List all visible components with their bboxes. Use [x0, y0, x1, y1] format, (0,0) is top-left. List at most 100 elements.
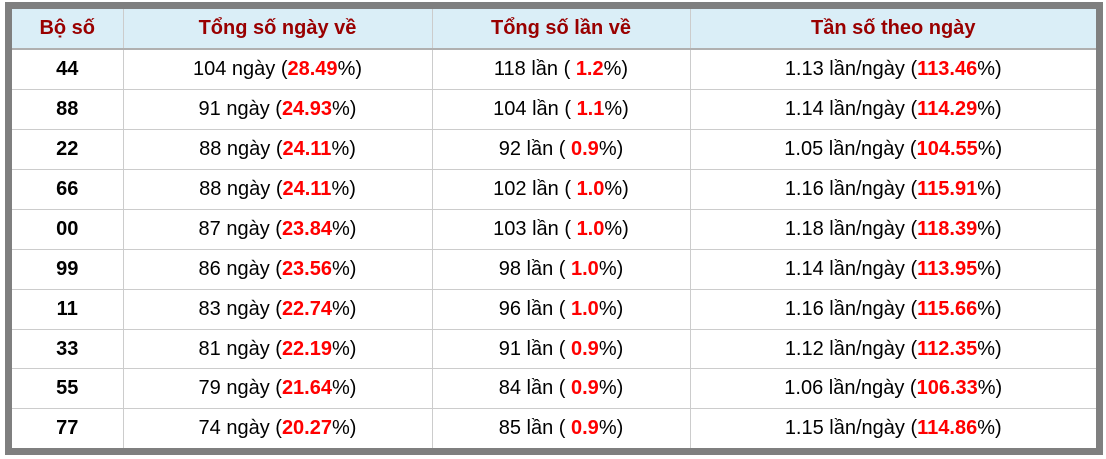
days-value: 104 ngày ( — [192, 58, 288, 81]
freq-suffix: %) — [977, 177, 1002, 200]
times-value: 84 lần ( — [498, 377, 571, 400]
days-percent: 22.74 — [281, 297, 332, 320]
freq-cell: 1.12 lần/ngày (112.35%) — [689, 328, 1096, 369]
days-percent: 22.19 — [281, 337, 332, 360]
table-row: 66 88 ngày (24.11%) 102 lần ( 1.0%) 1.16… — [12, 169, 1096, 210]
times-value: 85 lần ( — [498, 417, 571, 440]
days-value: 74 ngày ( — [198, 417, 282, 440]
times-cell: 92 lần ( 0.9%) — [431, 129, 690, 170]
times-suffix: %) — [604, 177, 629, 200]
pair-value: 44 — [56, 58, 79, 81]
days-value: 83 ngày ( — [198, 297, 282, 320]
col-header-pair: Bộ số — [12, 9, 123, 50]
pair-statistics-panel: Bộ số Tổng số ngày về Tổng số lần về Tần… — [5, 2, 1103, 455]
days-cell: 74 ngày (20.27%) — [122, 408, 432, 448]
pair-value: 11 — [56, 297, 78, 320]
pair-value: 55 — [56, 377, 79, 400]
freq-suffix: %) — [977, 297, 1002, 320]
pair-cell: 99 — [12, 248, 123, 290]
table-row: 00 87 ngày (23.84%) 103 lần ( 1.0%) 1.18… — [12, 208, 1096, 250]
times-percent: 0.9 — [571, 417, 599, 440]
table-row: 55 79 ngày (21.64%) 84 lần ( 0.9%) 1.06 … — [12, 368, 1096, 409]
times-suffix: %) — [604, 217, 629, 240]
times-percent: 1.0 — [571, 297, 599, 320]
col-header-freq: Tần số theo ngày — [689, 9, 1096, 50]
pair-cell: 44 — [12, 49, 123, 90]
pair-cell: 22 — [12, 129, 123, 170]
days-value: 87 ngày ( — [198, 217, 282, 240]
pair-cell: 66 — [12, 169, 123, 210]
pair-statistics-table: Bộ số Tổng số ngày về Tổng số lần về Tần… — [12, 9, 1096, 448]
days-cell: 91 ngày (24.93%) — [122, 89, 432, 130]
times-value: 98 lần ( — [498, 257, 571, 280]
pair-value: 77 — [56, 417, 79, 440]
table-header: Bộ số Tổng số ngày về Tổng số lần về Tần… — [12, 9, 1096, 50]
freq-suffix: %) — [977, 337, 1002, 360]
freq-value: 1.16 lần/ngày ( — [784, 297, 918, 320]
days-cell: 79 ngày (21.64%) — [122, 368, 432, 409]
freq-suffix: %) — [977, 58, 1002, 81]
times-suffix: %) — [598, 337, 624, 360]
freq-suffix: %) — [977, 138, 1003, 161]
days-percent: 24.11 — [282, 177, 332, 200]
pair-value: 66 — [56, 177, 79, 200]
table-row: 44 104 ngày (28.49%) 118 lần ( 1.2%) 1.1… — [12, 49, 1096, 90]
freq-value: 1.06 lần/ngày ( — [784, 377, 917, 400]
days-value: 88 ngày ( — [199, 138, 283, 161]
freq-percent: 114.29 — [917, 98, 978, 121]
freq-value: 1.12 lần/ngày ( — [784, 337, 918, 360]
times-suffix: %) — [598, 377, 624, 400]
freq-percent: 112.35 — [917, 337, 978, 360]
pair-value: 22 — [56, 138, 79, 161]
days-cell: 83 ngày (22.74%) — [122, 288, 432, 330]
times-value: 103 lần ( — [493, 217, 577, 240]
pair-value: 99 — [56, 257, 79, 280]
days-suffix: %) — [331, 138, 356, 161]
days-suffix: %) — [332, 417, 357, 440]
days-percent: 23.84 — [281, 217, 332, 240]
times-value: 96 lần ( — [498, 297, 571, 320]
times-value: 92 lần ( — [498, 138, 571, 161]
times-suffix: %) — [598, 138, 624, 161]
days-value: 79 ngày ( — [198, 377, 282, 400]
times-percent: 0.9 — [571, 377, 599, 400]
times-percent: 0.9 — [571, 337, 599, 360]
freq-percent: 114.86 — [917, 417, 978, 440]
freq-suffix: %) — [977, 98, 1002, 121]
freq-percent: 104.55 — [916, 138, 978, 161]
freq-percent: 106.33 — [916, 377, 978, 400]
days-cell: 87 ngày (23.84%) — [122, 208, 432, 250]
freq-value: 1.14 lần/ngày ( — [784, 257, 918, 280]
times-suffix: %) — [603, 58, 629, 81]
days-percent: 23.56 — [281, 257, 332, 280]
freq-cell: 1.14 lần/ngày (114.29%) — [689, 89, 1096, 130]
freq-suffix: %) — [977, 257, 1002, 280]
freq-cell: 1.16 lần/ngày (115.91%) — [689, 169, 1096, 210]
freq-suffix: %) — [977, 217, 1002, 240]
pair-cell: 88 — [12, 89, 123, 130]
times-cell: 104 lần ( 1.1%) — [431, 89, 690, 130]
freq-cell: 1.14 lần/ngày (113.95%) — [689, 248, 1096, 290]
days-suffix: %) — [332, 377, 357, 400]
days-cell: 81 ngày (22.19%) — [122, 328, 432, 369]
pair-cell: 33 — [12, 328, 123, 369]
days-suffix: %) — [332, 297, 357, 320]
freq-value: 1.18 lần/ngày ( — [784, 217, 918, 240]
times-cell: 103 lần ( 1.0%) — [431, 208, 690, 250]
days-percent: 20.27 — [281, 417, 332, 440]
freq-cell: 1.15 lần/ngày (114.86%) — [689, 408, 1096, 448]
table-row: 22 88 ngày (24.11%) 92 lần ( 0.9%) 1.05 … — [12, 129, 1096, 170]
times-suffix: %) — [598, 257, 624, 280]
days-cell: 88 ngày (24.11%) — [122, 169, 432, 210]
pair-cell: 77 — [12, 408, 123, 448]
table-row: 77 74 ngày (20.27%) 85 lần ( 0.9%) 1.15 … — [12, 408, 1096, 448]
table-row: 88 91 ngày (24.93%) 104 lần ( 1.1%) 1.14… — [12, 89, 1096, 130]
col-header-days: Tổng số ngày về — [122, 9, 432, 50]
days-cell: 86 ngày (23.56%) — [122, 248, 432, 290]
times-cell: 102 lần ( 1.0%) — [431, 169, 690, 210]
times-cell: 96 lần ( 1.0%) — [431, 288, 690, 330]
table-body: 44 104 ngày (28.49%) 118 lần ( 1.2%) 1.1… — [12, 49, 1096, 448]
times-percent: 1.0 — [571, 257, 599, 280]
days-value: 86 ngày ( — [198, 257, 282, 280]
days-value: 88 ngày ( — [199, 177, 283, 200]
